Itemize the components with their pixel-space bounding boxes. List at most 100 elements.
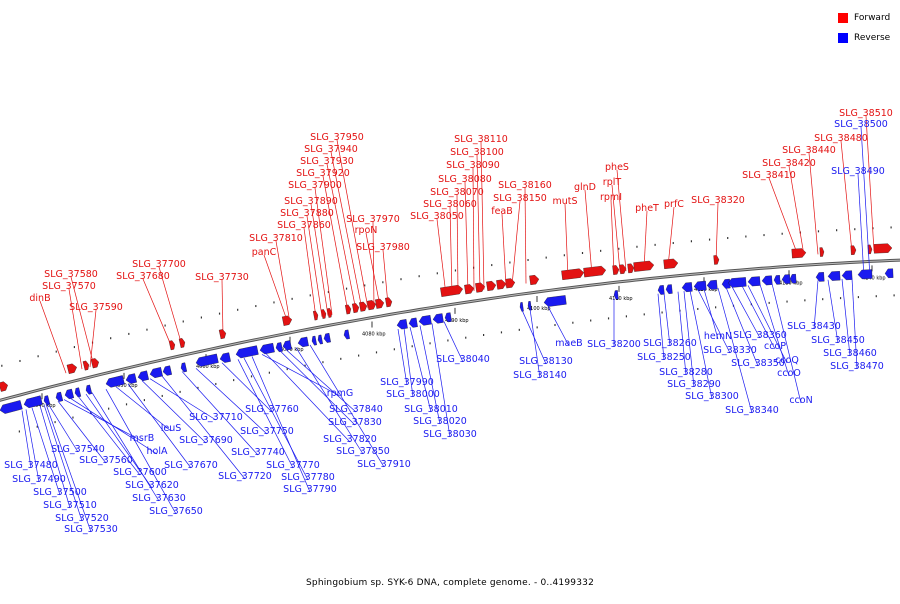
reverse-gene-arrow [789, 273, 797, 284]
forward-gene-arrow [561, 268, 585, 281]
forward-gene-label: SLG_37980 [356, 242, 410, 253]
scale-dot [54, 421, 56, 424]
leader-line [547, 306, 570, 347]
scale-dot [727, 237, 729, 240]
scale-dot [143, 399, 145, 402]
scale-dot [164, 324, 166, 327]
forward-gene-label: panC [252, 247, 277, 258]
reverse-gene-label: SLG_37630 [132, 493, 186, 504]
reverse-gene-label: SLG_37490 [12, 474, 66, 485]
leader-line [31, 407, 61, 496]
scale-dot [108, 407, 110, 410]
reverse-gene-label: SLG_37500 [33, 487, 87, 498]
reverse-gene-label: SLG_37770 [266, 460, 320, 471]
reverse-gene-arrow [85, 384, 93, 395]
reverse-gene-arrow [613, 290, 619, 300]
scale-dot [322, 361, 324, 364]
reverse-gene-label: ccoN [789, 395, 812, 406]
reverse-gene-label: SLG_38020 [413, 416, 467, 427]
reverse-gene-arrow [527, 301, 532, 311]
leader-line [472, 167, 475, 291]
reverse-gene-arrow [297, 336, 309, 348]
scale-dot [822, 298, 824, 301]
leader-line [480, 141, 485, 290]
reverse-gene-label: SLG_38040 [436, 354, 490, 365]
forward-gene-label: SLG_37950 [310, 132, 364, 143]
forward-gene-label: SLG_38080 [438, 174, 492, 185]
scale-dot [454, 269, 457, 272]
forward-gene-label: SLG_38510 [839, 108, 893, 119]
scale-dot [661, 311, 663, 314]
scale-dot [618, 247, 620, 250]
forward-gene-arrow [327, 308, 333, 318]
scale-dot [358, 354, 360, 357]
tick-label: 4120 kbp [694, 287, 718, 293]
forward-gene-arrow [627, 263, 635, 274]
leader-line [616, 169, 627, 272]
leader-line [564, 203, 569, 279]
scale-dot [636, 245, 638, 248]
leader-line [70, 276, 95, 367]
scale-dot [893, 294, 895, 297]
forward-gene-label: SLG_37920 [296, 168, 350, 179]
scale-dot [483, 333, 485, 336]
forward-gene-arrow [583, 265, 607, 278]
leader-line [501, 213, 507, 287]
reverse-gene-arrow [657, 285, 665, 295]
forward-gene-label: SLG_38440 [782, 145, 836, 156]
reverse-gene-arrow [180, 362, 188, 373]
leader-line [221, 279, 224, 337]
reverse-gene-label: ccoQ [775, 355, 799, 366]
reverse-gene-label: SLG_38280 [659, 367, 713, 378]
tick-label: 4110 kbp [609, 296, 633, 302]
scale-dot [197, 386, 199, 389]
scale-dot [654, 243, 656, 246]
leader-line [741, 285, 776, 350]
reverse-gene-arrow [74, 387, 82, 398]
reverse-gene-label: SLG_37520 [55, 513, 109, 524]
reverse-gene-label: SLG_38130 [519, 356, 573, 367]
leader-line [657, 293, 665, 361]
scale-dot [309, 294, 311, 297]
leader-line [464, 181, 469, 292]
forward-gene-label: SLG_37810 [249, 233, 303, 244]
reverse-gene-label: SLG_38300 [685, 391, 739, 402]
scale-dot [411, 345, 413, 348]
tick-label: 4090 kbp [445, 318, 469, 324]
leader-line [643, 210, 648, 270]
leader-line [436, 218, 447, 296]
reverse-gene-arrow [665, 284, 673, 294]
forward-gene-label: SLG_37860 [277, 220, 331, 231]
scale-dot [429, 342, 431, 345]
tick-label: 4080 kbp [362, 332, 386, 338]
forward-gene-arrow [367, 300, 377, 311]
forward-gene-label: SLG_37730 [195, 272, 249, 283]
leader-line [419, 325, 441, 425]
leader-line [717, 287, 753, 414]
reverse-gene-arrow [747, 276, 761, 287]
scale-dot [527, 259, 529, 262]
leader-line [731, 286, 761, 339]
reverse-gene-arrow [195, 353, 219, 367]
reverse-gene-arrow [275, 342, 283, 353]
scale-dot [781, 232, 783, 235]
reverse-gene-arrow [137, 370, 149, 381]
reverse-gene-label: SLG_38010 [404, 404, 458, 415]
backbone-highlight [0, 259, 900, 401]
forward-gene-label: prfC [664, 199, 684, 210]
reverse-gene-arrow [432, 313, 444, 324]
forward-swatch [838, 13, 848, 23]
reverse-gene-label: SLG_38490 [831, 166, 885, 177]
leader-line [221, 362, 273, 413]
leader-line [683, 291, 695, 388]
reverse-gene-label: SLG_38430 [787, 321, 841, 332]
forward-gene-arrow [873, 243, 893, 254]
leader-line [449, 206, 453, 295]
leader-line [857, 173, 865, 278]
scale-dot [237, 308, 239, 311]
reverse-gene-arrow [706, 279, 718, 290]
leader-line [68, 288, 83, 370]
leader-line [529, 308, 541, 379]
reverse-gene-label: SLG_37600 [113, 467, 167, 478]
scale-dot [215, 382, 217, 385]
